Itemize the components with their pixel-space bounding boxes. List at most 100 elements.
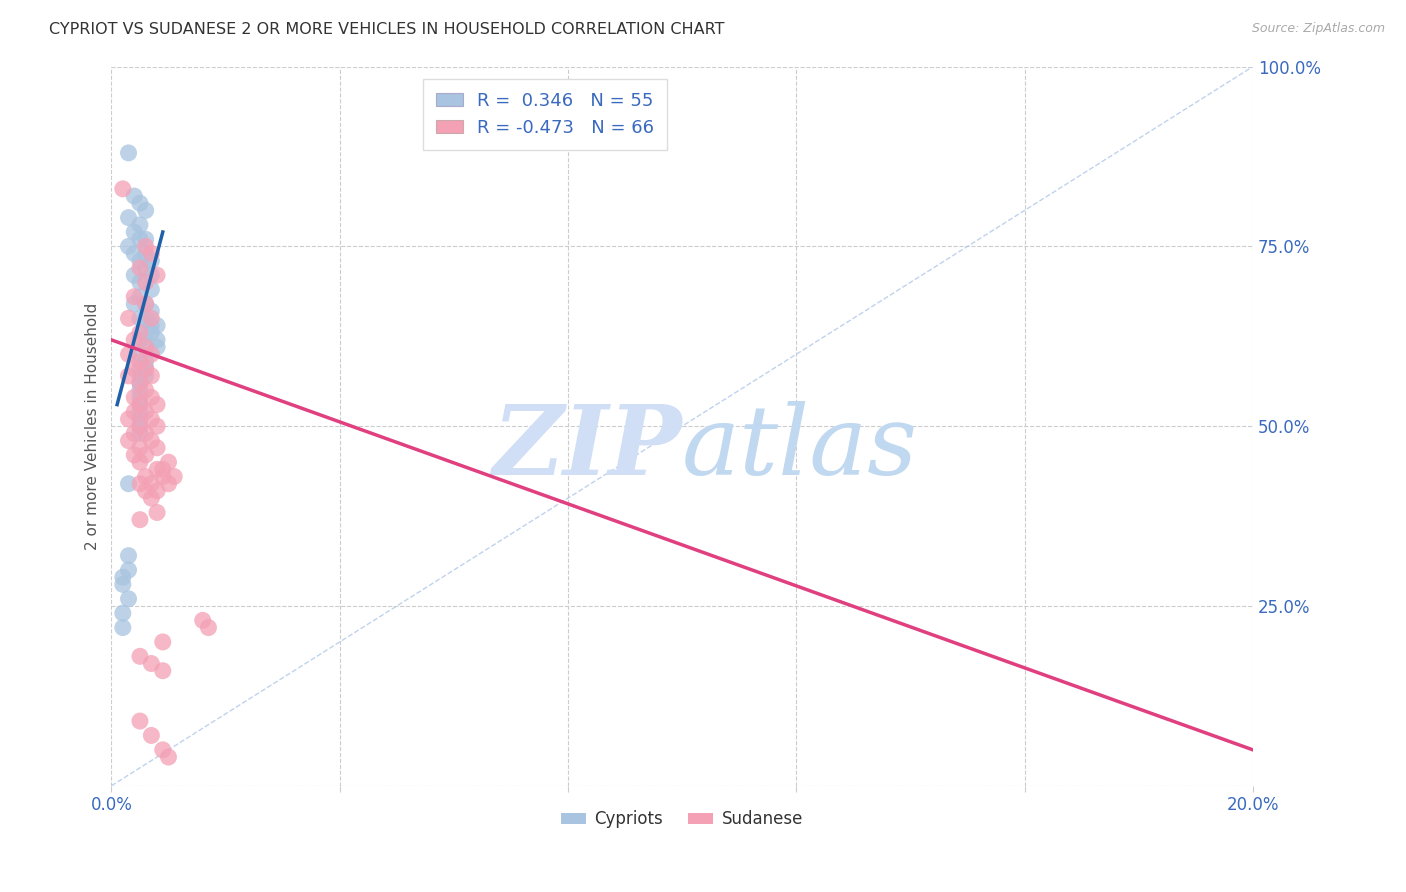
Point [135, 361, 157, 376]
Point [146, 333, 169, 347]
Point [157, 476, 180, 491]
Point [146, 340, 169, 354]
Point [135, 368, 157, 383]
Point [135, 340, 157, 354]
Point [135, 311, 157, 326]
Point [129, 398, 152, 412]
Point [129, 218, 152, 232]
Point [111, 182, 134, 196]
Point [146, 483, 169, 498]
Point [146, 441, 169, 455]
Point [129, 419, 152, 434]
Point [117, 591, 139, 606]
Point [117, 563, 139, 577]
Point [146, 506, 169, 520]
Point [129, 196, 152, 211]
Point [141, 311, 163, 326]
Point [129, 232, 152, 246]
Point [141, 246, 163, 260]
Point [129, 361, 152, 376]
Point [111, 621, 134, 635]
Point [152, 635, 174, 649]
Point [129, 455, 152, 469]
Point [141, 318, 163, 333]
Point [129, 513, 152, 527]
Point [117, 311, 139, 326]
Point [141, 268, 163, 282]
Point [129, 290, 152, 304]
Point [135, 448, 157, 462]
Point [129, 398, 152, 412]
Point [146, 268, 169, 282]
Legend: Cypriots, Sudanese: Cypriots, Sudanese [554, 804, 810, 835]
Point [129, 441, 152, 455]
Point [141, 326, 163, 340]
Point [117, 434, 139, 448]
Point [129, 426, 152, 441]
Point [117, 549, 139, 563]
Text: atlas: atlas [682, 401, 918, 495]
Point [122, 426, 145, 441]
Point [135, 246, 157, 260]
Point [129, 383, 152, 397]
Point [157, 455, 180, 469]
Point [163, 469, 186, 483]
Point [111, 606, 134, 620]
Point [117, 347, 139, 361]
Point [135, 297, 157, 311]
Y-axis label: 2 or more Vehicles in Household: 2 or more Vehicles in Household [86, 302, 100, 549]
Point [146, 398, 169, 412]
Point [197, 621, 219, 635]
Point [141, 657, 163, 671]
Point [117, 145, 139, 160]
Point [122, 333, 145, 347]
Point [122, 297, 145, 311]
Point [135, 469, 157, 483]
Point [146, 419, 169, 434]
Point [135, 483, 157, 498]
Point [141, 412, 163, 426]
Point [129, 376, 152, 390]
Point [122, 361, 145, 376]
Point [117, 476, 139, 491]
Point [141, 304, 163, 318]
Point [135, 361, 157, 376]
Point [135, 383, 157, 397]
Point [135, 340, 157, 354]
Point [122, 225, 145, 239]
Point [135, 326, 157, 340]
Point [122, 290, 145, 304]
Point [141, 476, 163, 491]
Point [129, 649, 152, 664]
Point [117, 211, 139, 225]
Point [135, 232, 157, 246]
Point [146, 318, 169, 333]
Point [129, 412, 152, 426]
Point [135, 203, 157, 218]
Point [129, 326, 152, 340]
Point [111, 570, 134, 584]
Point [129, 419, 152, 434]
Point [122, 448, 145, 462]
Point [135, 276, 157, 290]
Point [141, 347, 163, 361]
Point [141, 368, 163, 383]
Point [141, 728, 163, 742]
Point [141, 491, 163, 505]
Point [122, 391, 145, 405]
Point [135, 426, 157, 441]
Point [122, 246, 145, 260]
Point [129, 311, 152, 326]
Point [111, 577, 134, 591]
Point [129, 347, 152, 361]
Point [141, 253, 163, 268]
Point [129, 260, 152, 275]
Point [129, 333, 152, 347]
Point [141, 391, 163, 405]
Point [122, 268, 145, 282]
Point [122, 189, 145, 203]
Point [152, 462, 174, 476]
Text: CYPRIOT VS SUDANESE 2 OR MORE VEHICLES IN HOUSEHOLD CORRELATION CHART: CYPRIOT VS SUDANESE 2 OR MORE VEHICLES I… [49, 22, 724, 37]
Point [117, 239, 139, 253]
Point [129, 476, 152, 491]
